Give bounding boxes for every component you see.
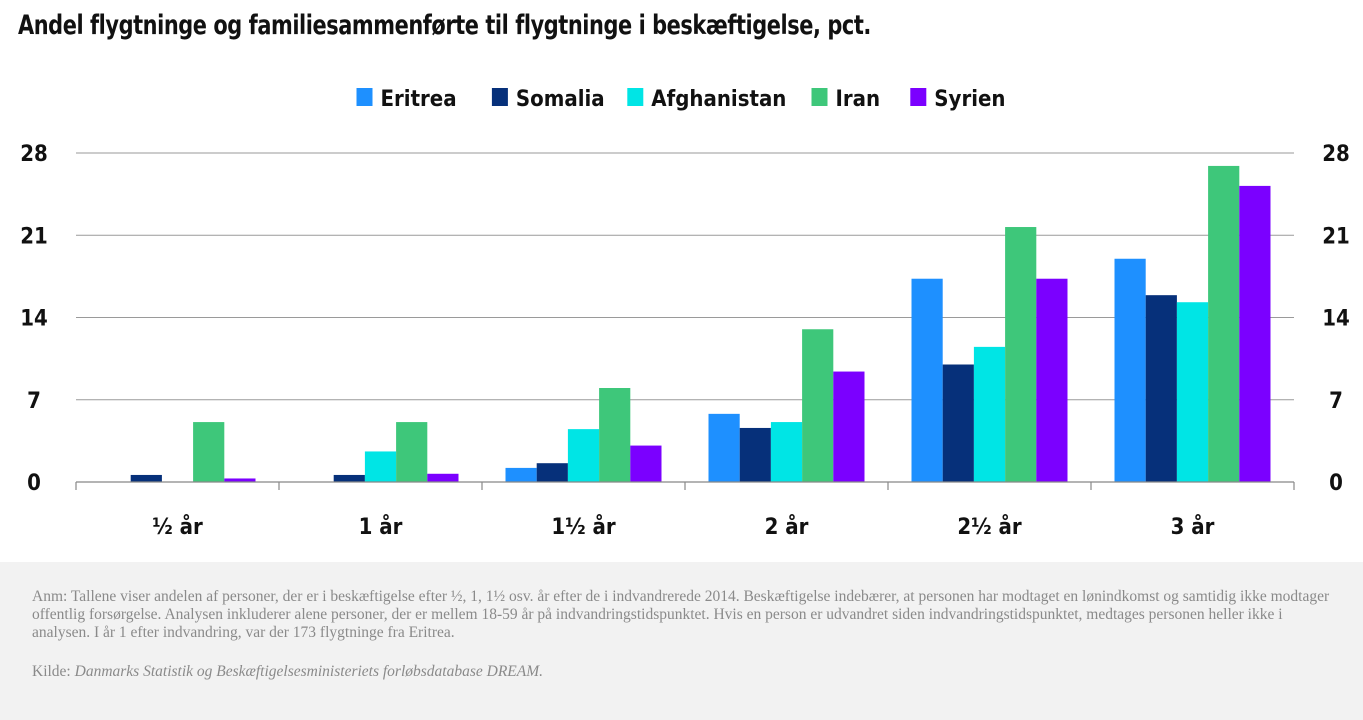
source-text: Danmarks Statistik og Beskæftigelsesmini…: [74, 663, 544, 680]
y-tick-label-right: 7: [1329, 389, 1343, 414]
bar-syrien-4: [1036, 278, 1068, 482]
bar-iran-0: [193, 422, 225, 482]
y-tick-label-right: 0: [1329, 471, 1343, 496]
y-tick-label-right: 28: [1322, 142, 1350, 167]
bar-syrien-1: [427, 473, 459, 482]
bar-somalia-1: [333, 474, 365, 482]
legend-item-iran: Iran: [811, 87, 881, 112]
bar-iran-5: [1208, 165, 1240, 483]
bar-eritrea-2: [505, 467, 537, 482]
bar-iran-1: [396, 422, 428, 482]
legend-swatch: [491, 88, 508, 106]
y-axis-left: 0 7 14 21 28: [20, 142, 48, 496]
bar-syrien-2: [630, 445, 662, 482]
legend-item-syrien: Syrien: [910, 87, 1006, 112]
x-tick-label: 1 år: [359, 514, 403, 540]
bar-eritrea-3: [708, 413, 740, 482]
bar-chart: Eritrea Somalia Afghanistan Iran Syrien 0 7 14…: [20, 87, 1350, 540]
x-tick-label: ½ år: [152, 514, 203, 540]
bar-afghanistan-5: [1176, 302, 1209, 482]
legend-label: Iran: [836, 87, 881, 112]
legend-label: Eritrea: [381, 87, 457, 112]
legend-swatch: [811, 88, 828, 106]
bar-eritrea-5: [1114, 258, 1146, 482]
x-tick-label: 3 år: [1171, 514, 1215, 540]
bar-iran-4: [1005, 227, 1037, 482]
y-tick-label-left: 7: [27, 389, 41, 414]
bar-syrien-0: [224, 478, 256, 482]
legend-label: Syrien: [934, 87, 1005, 112]
y-axis-right: 0 7 14 21 28: [1322, 142, 1350, 496]
bar-somalia-0: [130, 474, 162, 482]
bar-iran-3: [802, 329, 834, 482]
legend-swatch: [627, 88, 644, 106]
legend-item-eritrea: Eritrea: [356, 87, 457, 112]
bar-somalia-3: [739, 427, 771, 482]
bar-somalia-2: [536, 463, 568, 482]
bar-afghanistan-1: [364, 451, 397, 482]
legend-label: Afghanistan: [651, 87, 786, 112]
y-tick-label-left: 0: [27, 471, 41, 496]
bar-syrien-3: [833, 371, 865, 482]
y-tick-label-right: 21: [1322, 224, 1350, 249]
bar-somalia-4: [942, 364, 974, 482]
legend-item-somalia: Somalia: [491, 87, 605, 112]
bar-somalia-5: [1145, 295, 1177, 482]
y-tick-label-right: 14: [1322, 307, 1350, 332]
bar-eritrea-4: [911, 278, 943, 482]
legend-swatch: [910, 88, 927, 106]
x-tick-label: 2½ år: [957, 514, 1022, 540]
footnote-text: Anm: Tallene viser andelen af personer, …: [32, 588, 1330, 641]
y-tick-label-left: 28: [20, 142, 48, 167]
x-axis-labels: ½ år 1 år 1½ år 2 år 2½ år 3 år: [152, 514, 1214, 540]
legend-swatch: [356, 88, 373, 106]
grid-lines: [76, 152, 1294, 401]
legend-item-afghanistan: Afghanistan: [627, 87, 786, 112]
y-tick-label-left: 14: [20, 307, 48, 332]
legend-label: Somalia: [516, 87, 605, 112]
x-tick-label: 2 år: [765, 514, 809, 540]
bar-afghanistan-4: [973, 346, 1006, 482]
x-axis: [75, 481, 1295, 490]
bar-afghanistan-3: [770, 422, 803, 482]
bar-afghanistan-2: [567, 429, 600, 482]
source-line: Kilde: Danmarks Statistik og Beskæftigel…: [32, 663, 1333, 681]
legend: Eritrea Somalia Afghanistan Iran Syrien: [356, 87, 1006, 112]
footnote-panel: Anm: Tallene viser andelen af personer, …: [0, 562, 1363, 720]
chart-title: Andel flygtninge og familiesammenførte t…: [18, 10, 871, 41]
y-tick-label-left: 21: [20, 224, 48, 249]
source-label: Kilde:: [32, 663, 71, 680]
bar-iran-2: [599, 388, 631, 482]
bar-syrien-5: [1239, 185, 1271, 482]
bars: [130, 165, 1271, 483]
x-tick-label: 1½ år: [551, 514, 616, 540]
